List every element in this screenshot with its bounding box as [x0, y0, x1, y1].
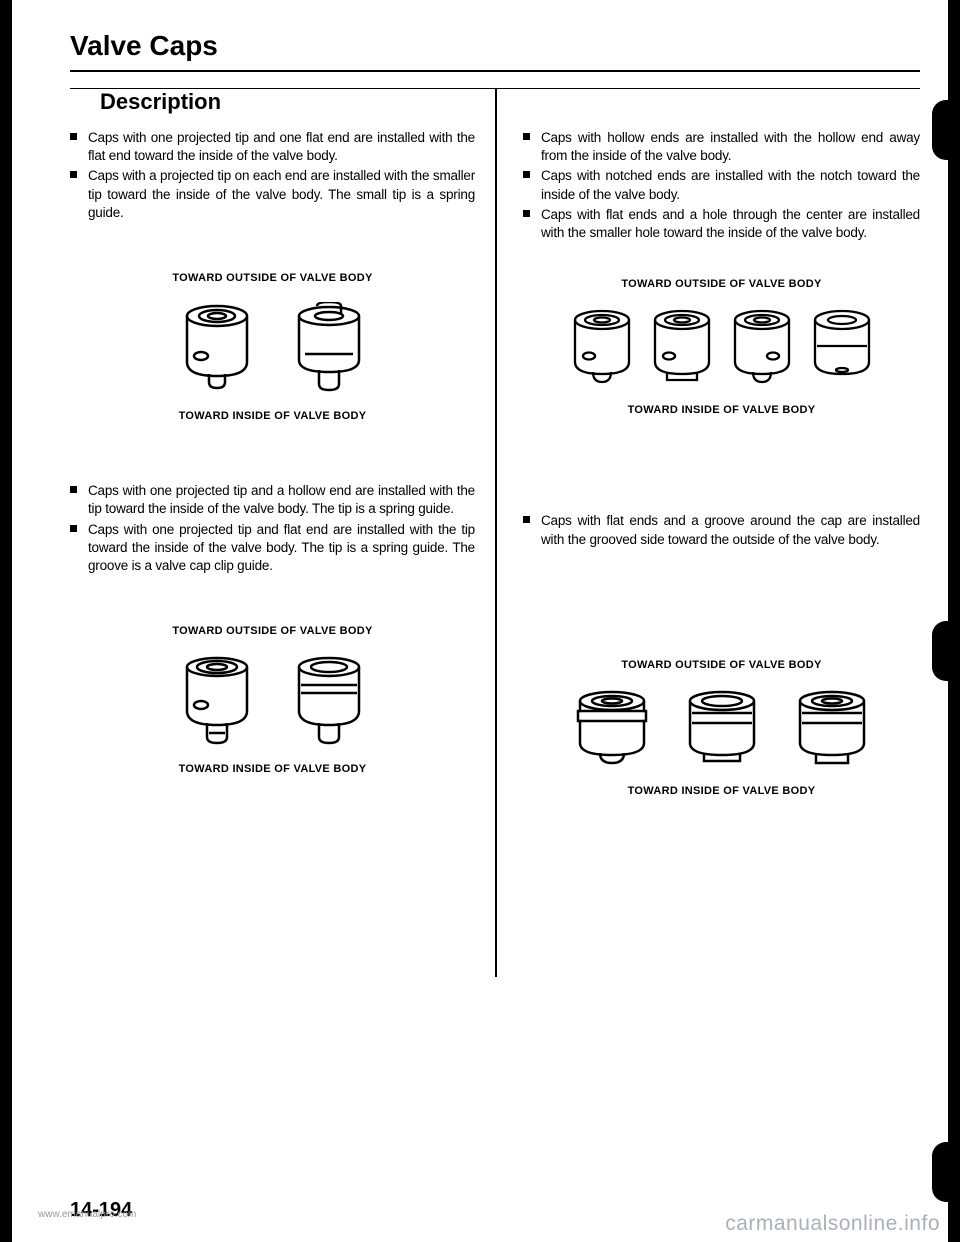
right-column: Caps with hollow ends are installed with…: [495, 129, 920, 837]
thumb-tab: [932, 1142, 960, 1202]
figure-label-bottom: TOWARD INSIDE OF VALVE BODY: [70, 410, 475, 422]
figure-block: TOWARD OUTSIDE OF VALVE BODY: [70, 625, 475, 775]
figure-label-top: TOWARD OUTSIDE OF VALVE BODY: [523, 659, 920, 671]
bullet-list: Caps with flat ends and a groove around …: [523, 512, 920, 548]
valve-cap-icon: [729, 308, 795, 386]
valve-cap-icon: [291, 302, 367, 392]
list-item: Caps with flat ends and a groove around …: [523, 512, 920, 548]
valve-cap-icon: [291, 655, 367, 745]
valve-cap-icon: [569, 308, 635, 386]
bullet-list: Caps with one projected tip and a hollow…: [70, 482, 475, 575]
valve-cap-icon: [809, 308, 875, 386]
list-item: Caps with one projected tip and one flat…: [70, 129, 475, 165]
left-column: Caps with one projected tip and one flat…: [70, 129, 495, 837]
valve-cap-icon: [792, 689, 872, 767]
valve-cap-icon: [179, 655, 255, 745]
figure-block: TOWARD OUTSIDE OF VALVE BODY: [523, 278, 920, 416]
bullet-list: Caps with one projected tip and one flat…: [70, 129, 475, 222]
figure-block: TOWARD OUTSIDE OF VALVE BODY: [523, 659, 920, 797]
watermark-source: www.emanualpro.com: [38, 1209, 136, 1220]
list-item: Caps with one projected tip and flat end…: [70, 521, 475, 576]
figure-label-top: TOWARD OUTSIDE OF VALVE BODY: [70, 625, 475, 637]
watermark-site: carmanualsonline.info: [725, 1212, 940, 1236]
valve-cap-icon: [179, 302, 255, 392]
thumb-tabs: [932, 100, 960, 1202]
list-item: Caps with one projected tip and a hollow…: [70, 482, 475, 518]
figure-label-bottom: TOWARD INSIDE OF VALVE BODY: [523, 785, 920, 797]
list-item: Caps with hollow ends are installed with…: [523, 129, 920, 165]
thumb-tab: [932, 621, 960, 681]
thumb-tab: [932, 100, 960, 160]
section-heading: Description: [100, 89, 920, 115]
figure-block: TOWARD OUTSIDE OF VALVE BODY: [70, 272, 475, 422]
valve-cap-icon: [682, 689, 762, 767]
list-item: Caps with notched ends are installed wit…: [523, 167, 920, 203]
list-item: Caps with flat ends and a hole through t…: [523, 206, 920, 242]
list-item: Caps with a projected tip on each end ar…: [70, 167, 475, 222]
page-title: Valve Caps: [70, 30, 920, 72]
figure-label-bottom: TOWARD INSIDE OF VALVE BODY: [70, 763, 475, 775]
bullet-list: Caps with hollow ends are installed with…: [523, 129, 920, 242]
valve-cap-icon: [649, 308, 715, 386]
valve-cap-icon: [572, 689, 652, 767]
figure-label-top: TOWARD OUTSIDE OF VALVE BODY: [70, 272, 475, 284]
column-divider: [495, 89, 497, 977]
figure-label-top: TOWARD OUTSIDE OF VALVE BODY: [523, 278, 920, 290]
figure-label-bottom: TOWARD INSIDE OF VALVE BODY: [523, 404, 920, 416]
